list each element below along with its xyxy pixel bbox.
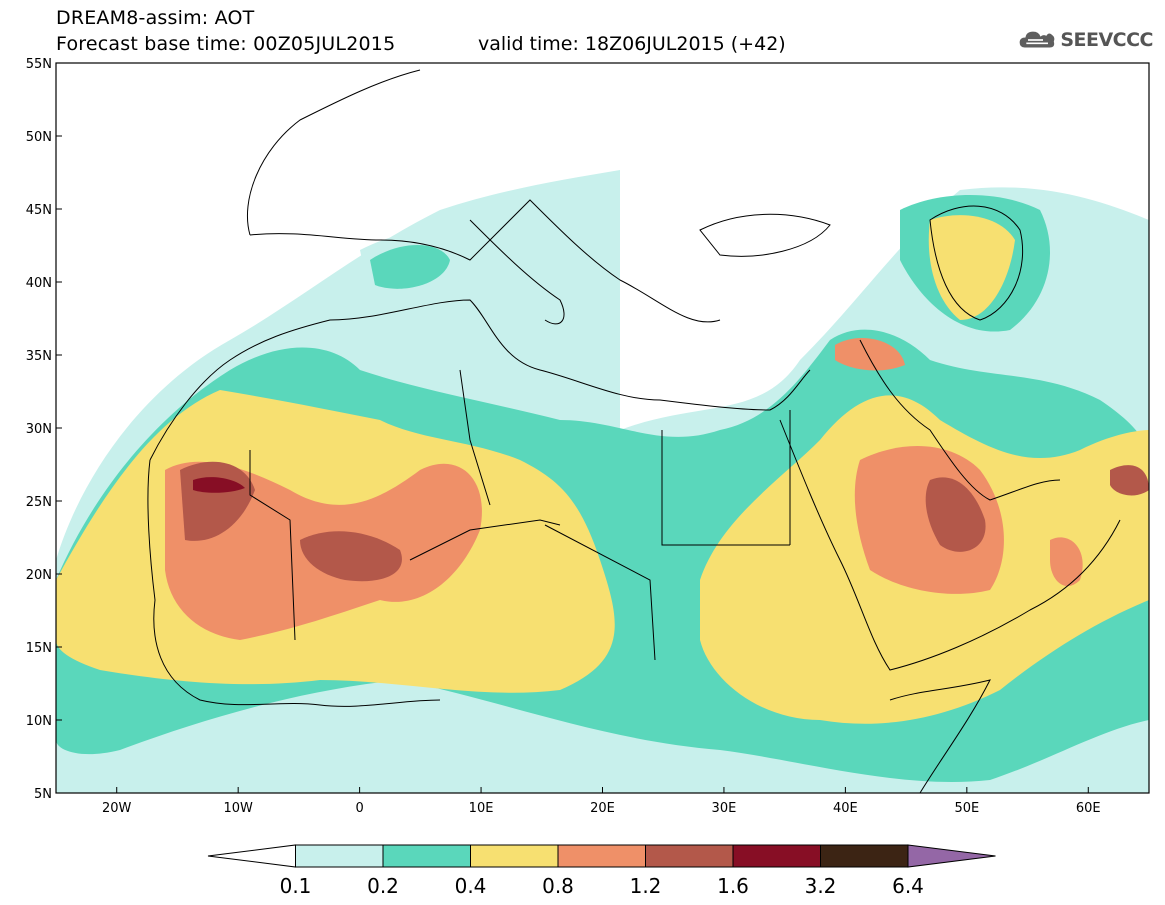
colorbar-swatch — [645, 844, 734, 868]
colorbar-swatch — [732, 844, 821, 868]
logo-text: SEEVCCC — [1060, 29, 1153, 51]
lat-tick-label: 20N — [26, 568, 52, 583]
cloud-icon — [1019, 31, 1055, 48]
lat-tick-label: 30N — [26, 422, 52, 437]
colorbar-swatch — [820, 844, 909, 868]
aot-field — [56, 63, 1149, 793]
colorbar-label: 1.2 — [630, 874, 662, 898]
seevccc-logo: SEEVCCC — [1018, 26, 1153, 54]
map-axes: 55N 50N 45N 40N 35N 30N 25N 20N 15N 10N 5N 20W 10W 0 1… — [26, 57, 1101, 816]
colorbar-label: 0.8 — [542, 874, 574, 898]
lon-tick-label: 30E — [712, 801, 737, 816]
lon-tick-label: 50E — [954, 801, 979, 816]
lon-tick-label: 20E — [590, 801, 615, 816]
colorbar-label: 6.4 — [892, 874, 924, 898]
colorbar-swatch — [382, 844, 471, 868]
lat-tick-label: 45N — [26, 203, 52, 218]
lat-tick-label: 10N — [26, 714, 52, 729]
lat-tick-label: 35N — [26, 349, 52, 364]
colorbar-label: 3.2 — [805, 874, 837, 898]
lon-tick-label: 40E — [833, 801, 858, 816]
lon-tick-label: 20W — [102, 801, 132, 816]
lat-tick-label: 40N — [26, 276, 52, 291]
colorbar-swatch — [470, 844, 559, 868]
lat-tick-label: 5N — [34, 787, 52, 802]
lon-tick-label: 60E — [1076, 801, 1101, 816]
lon-tick-label: 10W — [223, 801, 253, 816]
coastlines-borders — [147, 69, 1121, 793]
colorbar-label: 0.2 — [367, 874, 399, 898]
map-title: DREAM8-assim: AOT — [56, 7, 255, 29]
lat-tick-label: 25N — [26, 495, 52, 510]
lat-tick-label: 55N — [26, 57, 52, 72]
colorbar-max-arrow — [907, 844, 996, 868]
colorbar: 0.1 0.2 0.4 0.8 1.2 1.6 3.2 6.4 — [207, 844, 996, 898]
forecast-base-time: Forecast base time: 00Z05JUL2015 — [56, 33, 396, 55]
lat-tick-label: 15N — [26, 641, 52, 656]
lon-tick-label: 10E — [469, 801, 494, 816]
colorbar-swatch — [557, 844, 646, 868]
colorbar-min-arrow — [207, 844, 296, 868]
colorbar-swatch — [295, 844, 384, 868]
colorbar-label: 0.1 — [280, 874, 312, 898]
lat-tick-label: 50N — [26, 130, 52, 145]
lon-tick-label: 0 — [355, 801, 363, 816]
colorbar-label: 1.6 — [717, 874, 749, 898]
colorbar-label: 0.4 — [455, 874, 487, 898]
valid-time: valid time: 18Z06JUL2015 (+42) — [478, 33, 786, 55]
